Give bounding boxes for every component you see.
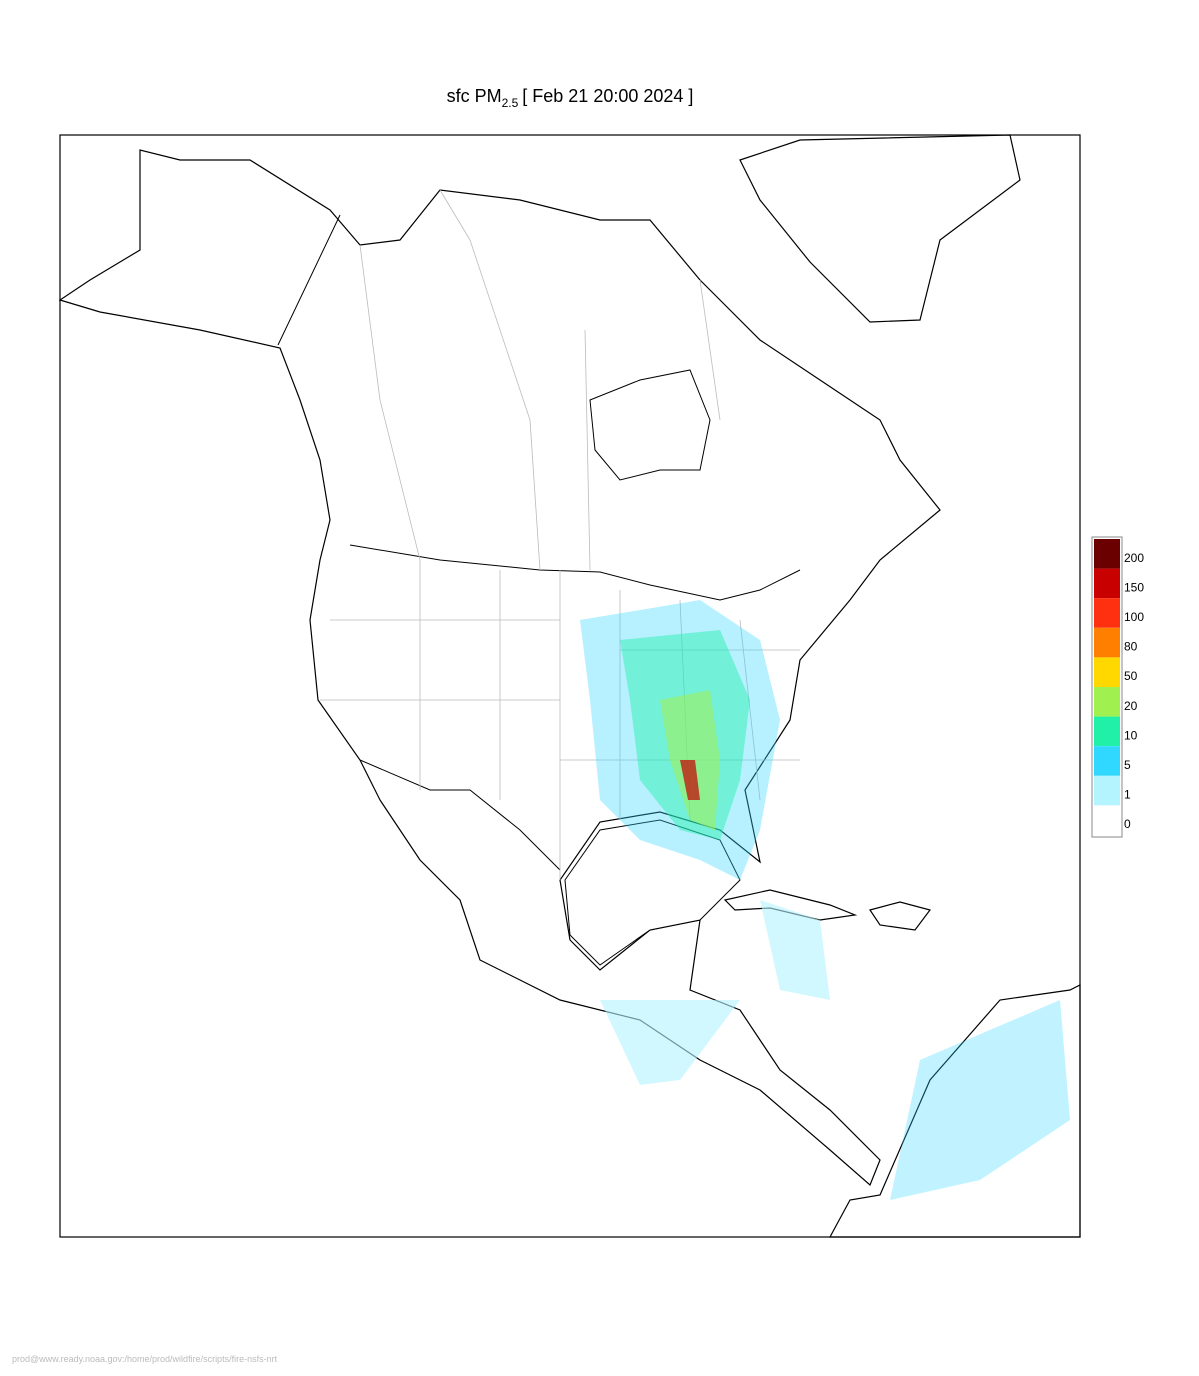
legend-swatch	[1094, 805, 1120, 835]
legend-swatch	[1094, 716, 1120, 747]
us-canada-border	[349, 544, 801, 601]
hispaniola	[869, 901, 932, 931]
province-borders	[359, 189, 721, 571]
us-mexico-border	[359, 759, 561, 871]
legend-label: 1	[1124, 788, 1131, 802]
legend-label: 5	[1124, 758, 1131, 772]
legend-swatch	[1094, 657, 1120, 687]
legend-label: 10	[1124, 728, 1138, 742]
alaska-border	[277, 214, 341, 346]
map-title: sfc PM2.5[ Feb 21 20:00 2024 ]	[447, 86, 694, 110]
legend-swatch	[1094, 598, 1120, 628]
greenland	[739, 134, 1021, 323]
map	[58, 134, 1081, 1238]
legend-swatch	[1094, 775, 1120, 806]
legend-swatch	[1094, 568, 1120, 599]
legend-label: 0	[1124, 817, 1131, 831]
hudson-bay	[589, 369, 711, 481]
title-prefix: sfc PM	[447, 86, 502, 106]
cuba	[723, 889, 858, 921]
legend-label: 100	[1124, 610, 1144, 624]
title-suffix: [ Feb 21 20:00 2024 ]	[522, 86, 693, 106]
footer: prod@www.ready.noaa.gov:/home/prod/wildf…	[12, 1354, 278, 1364]
legend-label: 50	[1124, 669, 1138, 683]
smoke-plume	[890, 1000, 1070, 1200]
legend-swatch	[1094, 539, 1120, 569]
legend-swatch	[1094, 687, 1120, 717]
legend-label: 80	[1124, 640, 1138, 654]
legend-label: 200	[1124, 551, 1144, 565]
smoke-plume	[760, 900, 830, 1000]
legend-label: 150	[1124, 580, 1144, 594]
smoke-plume	[600, 1000, 740, 1085]
legend-label: 20	[1124, 699, 1138, 713]
legend-swatch	[1094, 627, 1120, 658]
smoke-plume	[680, 760, 700, 800]
legend-swatch	[1094, 746, 1120, 776]
title-subscript: 2.5	[502, 96, 519, 110]
map-frame	[59, 134, 1081, 1238]
gulf-of-mexico	[564, 819, 741, 966]
